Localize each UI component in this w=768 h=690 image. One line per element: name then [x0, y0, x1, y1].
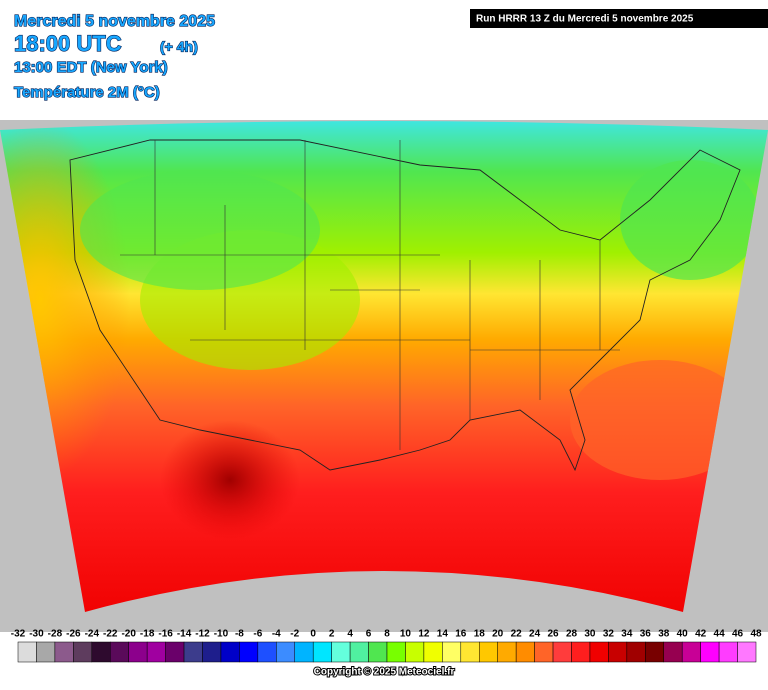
legend-swatch — [589, 641, 609, 663]
legend-swatch — [460, 641, 480, 663]
legend-swatch — [239, 641, 259, 663]
legend-swatch — [91, 641, 111, 663]
legend-swatch — [700, 641, 720, 663]
legend-swatch — [257, 641, 277, 663]
legend-label: 38 — [658, 629, 670, 640]
legend-swatch — [110, 641, 129, 663]
legend-label: 34 — [621, 629, 633, 640]
legend-swatch — [54, 641, 74, 663]
legend-swatch — [571, 641, 591, 663]
legend-swatch — [663, 641, 683, 663]
legend-swatch — [479, 641, 498, 663]
legend-label: 32 — [603, 629, 615, 640]
legend-label: 44 — [714, 629, 726, 640]
legend-label: -20 — [121, 629, 136, 640]
legend-label: -10 — [214, 629, 229, 640]
legend-swatch — [128, 641, 148, 663]
legend-swatch — [276, 641, 295, 663]
legend-label: 4 — [347, 629, 353, 640]
legend-label: -2 — [290, 629, 299, 640]
legend-swatch — [645, 641, 664, 663]
legend-label: -24 — [85, 629, 100, 640]
legend-swatch — [220, 641, 240, 663]
legend-label: 48 — [750, 629, 762, 640]
legend-swatch — [73, 641, 93, 663]
legend-swatch — [202, 641, 222, 663]
parameter: Température 2M (°C) — [14, 84, 160, 101]
legend-label: -22 — [103, 629, 118, 640]
legend-swatch — [331, 641, 351, 663]
legend-label: 18 — [474, 629, 486, 640]
legend-label: 16 — [455, 629, 467, 640]
legend-swatch — [552, 641, 572, 663]
legend-label: 22 — [511, 629, 523, 640]
legend-label: -8 — [235, 629, 244, 640]
run-info: Run HRRR 13 Z du Mercredi 5 novembre 202… — [476, 14, 694, 25]
legend-label: -16 — [158, 629, 173, 640]
legend-label: -12 — [195, 629, 210, 640]
legend-label: 10 — [400, 629, 412, 640]
legend-label: 46 — [732, 629, 744, 640]
run-info-box — [470, 9, 768, 28]
legend-label: 30 — [584, 629, 596, 640]
legend-label: 20 — [492, 629, 504, 640]
legend-label: -26 — [66, 629, 81, 640]
legend-label: 2 — [329, 629, 335, 640]
legend-label: -28 — [48, 629, 63, 640]
legend-label: -30 — [29, 629, 44, 640]
coastline — [69, 139, 741, 472]
legend-label: 8 — [384, 629, 390, 640]
legend-swatch — [405, 641, 425, 663]
legend-swatch — [183, 641, 203, 663]
legend-swatch — [17, 641, 37, 663]
legend-swatch — [718, 641, 738, 663]
legend-swatch — [515, 641, 535, 663]
copyright: Copyright © 2025 Meteociel.fr — [314, 667, 455, 678]
legend: -32 -30 -28 -26 -24 -22 -20 -18 -16 -14 -12 -10 -8 -6… — [11, 629, 762, 663]
legend-swatch — [534, 641, 554, 663]
legend-label: 24 — [529, 629, 541, 640]
legend-label: -4 — [272, 629, 281, 640]
legend-label: 12 — [418, 629, 430, 640]
legend-label: 42 — [695, 629, 707, 640]
legend-label: 0 — [310, 629, 316, 640]
legend-swatch — [368, 641, 388, 663]
legend-swatch — [442, 641, 462, 663]
legend-swatch — [608, 641, 628, 663]
legend-label: 40 — [677, 629, 689, 640]
legend-swatch — [737, 641, 757, 663]
legend-label: 26 — [547, 629, 559, 640]
legend-label: -18 — [140, 629, 155, 640]
state-borders — [120, 140, 620, 450]
legend-label: -6 — [253, 629, 262, 640]
legend-label: -14 — [177, 629, 192, 640]
time-offset: (+ 4h) — [160, 39, 198, 55]
legend-label: 36 — [640, 629, 652, 640]
legend-swatch — [423, 641, 443, 663]
date-line: Mercredi 5 novembre 2025 — [14, 13, 215, 30]
legend-swatch — [626, 641, 646, 663]
legend-label: 14 — [437, 629, 449, 640]
legend-swatch — [294, 641, 314, 663]
legend-swatch — [146, 641, 166, 663]
legend-swatch — [312, 641, 332, 663]
legend-swatch — [36, 641, 56, 663]
legend-label: -32 — [11, 629, 26, 640]
legend-swatch — [497, 641, 517, 663]
local-time: 13:00 EDT (New York) — [14, 59, 168, 76]
legend-swatch — [386, 641, 406, 663]
legend-label: 6 — [366, 629, 372, 640]
time-utc: 18:00 UTC — [14, 31, 122, 56]
legend-swatch — [349, 641, 369, 663]
legend-label: 28 — [566, 629, 578, 640]
temperature-field — [0, 121, 768, 612]
legend-swatch — [681, 641, 701, 663]
legend-swatch — [165, 641, 185, 663]
